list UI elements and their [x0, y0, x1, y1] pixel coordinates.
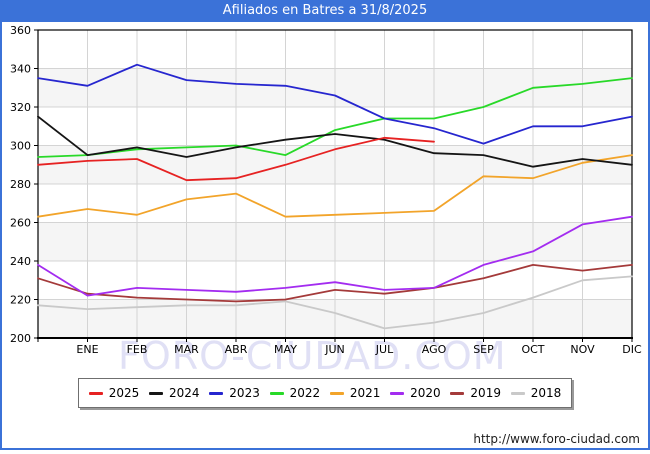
- legend-item-2020: 2020: [390, 386, 441, 400]
- series-line-2022: [37, 77, 633, 158]
- legend-dash-icon: [329, 391, 344, 395]
- legend-item-2025: 2025: [88, 386, 140, 400]
- legend-dash-icon: [269, 391, 284, 395]
- y-tick-label: 280: [10, 178, 31, 191]
- y-tick-label: 220: [10, 294, 31, 307]
- legend-item-2019: 2019: [450, 386, 501, 400]
- series-line-2021: [37, 154, 633, 218]
- legend-label: 2023: [229, 386, 260, 400]
- x-tick-label: FEB: [127, 343, 148, 356]
- y-tick-label: 300: [10, 140, 31, 153]
- x-tick-label: DIC: [622, 343, 642, 356]
- legend-dash-icon: [450, 391, 465, 395]
- x-tick-label: JUL: [375, 343, 394, 356]
- series-line-2024: [37, 115, 633, 168]
- y-tick-label: 340: [10, 63, 31, 76]
- series-line-2019: [37, 263, 633, 303]
- x-tick-label: AGO: [422, 343, 447, 356]
- legend: 2025 2024 2023 2022 2021 2020 2019 2018: [78, 378, 572, 408]
- foro-ciudad-watermark: FORO-CIUDAD.COM: [118, 334, 507, 378]
- legend-item-2024: 2024: [149, 386, 200, 400]
- x-tick-label: ABR: [225, 343, 248, 356]
- legend-label: 2020: [410, 386, 441, 400]
- series-line-2018: [37, 275, 633, 330]
- y-tick-label: 200: [10, 332, 31, 345]
- legend-label: 2021: [349, 386, 381, 400]
- page-title: Afiliados en Batres a 31/8/2025: [0, 0, 650, 22]
- y-tick-label: 260: [10, 217, 31, 230]
- legend-label: 2025: [108, 386, 140, 400]
- site-url: http://www.foro-ciudad.com: [473, 432, 640, 446]
- legend-item-2021: 2021: [329, 386, 381, 400]
- x-tick-label: NOV: [570, 343, 595, 356]
- series-line-2023: [37, 63, 633, 145]
- y-tick-label: 320: [10, 101, 31, 114]
- x-tick-label: ENE: [76, 343, 98, 356]
- legend-item-2023: 2023: [209, 386, 260, 400]
- legend-label: 2018: [530, 386, 562, 400]
- series-line-2020: [37, 215, 633, 297]
- x-tick-label: MAY: [274, 343, 297, 356]
- legend-label: 2019: [470, 386, 501, 400]
- y-tick-label: 360: [10, 24, 31, 37]
- x-tick-label: SEP: [473, 343, 494, 356]
- legend-label: 2022: [289, 386, 321, 400]
- legend-label: 2024: [169, 386, 200, 400]
- legend-dash-icon: [209, 391, 224, 395]
- x-tick-label: JUN: [324, 343, 345, 356]
- x-tick-label: OCT: [521, 343, 544, 356]
- y-tick-label: 240: [10, 255, 31, 268]
- legend-dash-icon: [149, 391, 164, 395]
- legend-item-2018: 2018: [510, 386, 562, 400]
- legend-item-2022: 2022: [269, 386, 321, 400]
- legend-dash-icon: [88, 391, 103, 395]
- series-line-2025: [37, 136, 435, 182]
- legend-dash-icon: [390, 391, 405, 395]
- x-tick-label: MAR: [174, 343, 199, 356]
- legend-dash-icon: [510, 391, 525, 395]
